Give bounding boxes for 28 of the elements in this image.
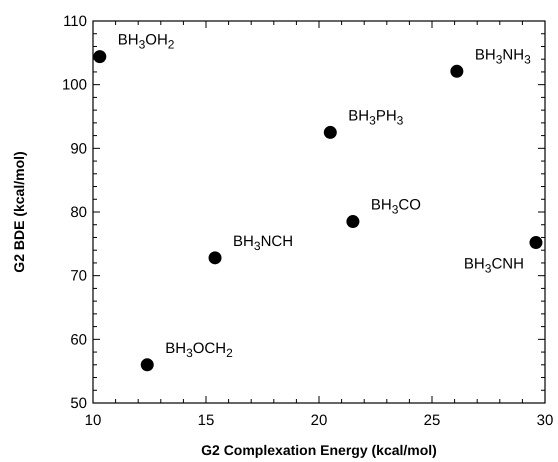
y-tick-label: 110 (63, 13, 87, 30)
point (324, 126, 337, 139)
y-tick-label: 50 (70, 395, 87, 412)
annotation: BH$_{3}$OH$_{2}$ (118, 32, 175, 52)
x-tick-label: 25 (424, 412, 440, 429)
point (93, 50, 106, 64)
x-tick-label: 30 (536, 412, 554, 429)
y-tick-label: 60 (70, 331, 87, 348)
annotation: BH$_{3}$NCH (233, 232, 294, 252)
annotation: BH$_{3}$CNH (464, 256, 524, 276)
point (346, 215, 360, 228)
x-tick-label: 15 (198, 412, 214, 429)
x-tick-label: 10 (84, 412, 102, 429)
y-axis-title: G2 BDE (kcal/mol) (11, 151, 27, 273)
point (450, 64, 464, 78)
annotation: BH$_{3}$OCH$_{2}$ (165, 340, 234, 360)
point (140, 358, 154, 372)
y-tick-label: 100 (62, 76, 87, 94)
y-tick-label: 70 (70, 268, 87, 285)
x-axis-title: G2 Complexation Energy (kcal/mol) (201, 442, 437, 458)
annotation: BH$_{3}$PH$_{3}$ (348, 107, 404, 128)
y-tick-label: 80 (70, 204, 87, 221)
point (529, 236, 542, 250)
y-tick-label: 90 (70, 140, 87, 158)
annotation: BH$_{3}$NH$_{3}$ (474, 46, 532, 66)
annotation: BH$_{3}$CO (370, 196, 421, 216)
point (208, 251, 222, 264)
x-tick-label: 20 (310, 412, 328, 429)
